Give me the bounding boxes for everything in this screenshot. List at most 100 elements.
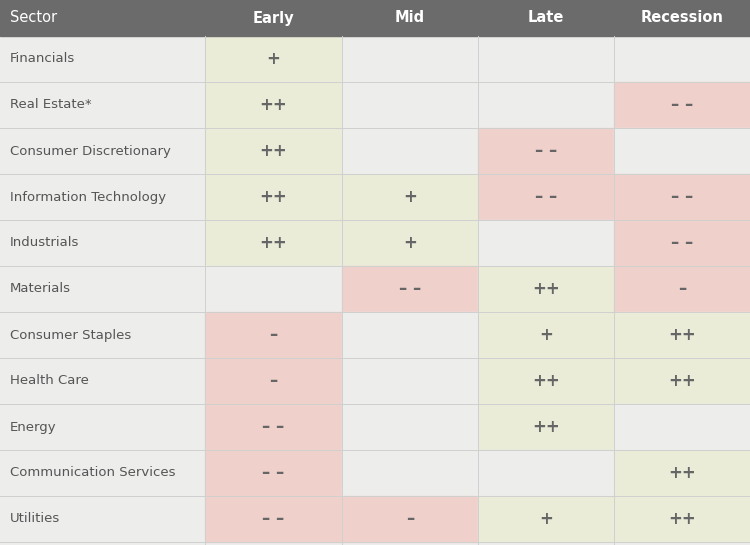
Text: – –: – – xyxy=(262,464,285,482)
Bar xyxy=(614,36,750,82)
Bar xyxy=(342,496,478,542)
Text: Recession: Recession xyxy=(640,10,724,26)
Bar xyxy=(478,0,614,36)
Bar xyxy=(0,0,205,36)
Bar xyxy=(342,36,478,82)
Bar xyxy=(205,404,342,450)
Bar xyxy=(0,312,205,358)
Bar xyxy=(478,450,614,496)
Text: –: – xyxy=(269,326,278,344)
Text: ++: ++ xyxy=(260,142,287,160)
Text: ++: ++ xyxy=(668,464,696,482)
Text: Sector: Sector xyxy=(10,10,57,26)
Text: Mid: Mid xyxy=(395,10,425,26)
Bar xyxy=(205,220,342,266)
Bar xyxy=(478,220,614,266)
Bar xyxy=(205,82,342,128)
Bar xyxy=(478,496,614,542)
Text: – –: – – xyxy=(535,142,557,160)
Text: Information Technology: Information Technology xyxy=(10,191,166,203)
Bar xyxy=(342,82,478,128)
Text: –: – xyxy=(406,510,414,528)
Text: Financials: Financials xyxy=(10,52,75,65)
Bar xyxy=(0,174,205,220)
Bar xyxy=(614,404,750,450)
Text: Late: Late xyxy=(528,10,564,26)
Bar xyxy=(205,496,342,542)
Bar xyxy=(478,82,614,128)
Bar xyxy=(0,266,205,312)
Text: Communication Services: Communication Services xyxy=(10,467,176,480)
Bar xyxy=(342,358,478,404)
Bar xyxy=(478,174,614,220)
Text: ++: ++ xyxy=(532,280,560,298)
Text: –: – xyxy=(269,372,278,390)
Bar xyxy=(614,82,750,128)
Bar xyxy=(0,496,205,542)
Text: Consumer Discretionary: Consumer Discretionary xyxy=(10,144,171,158)
Text: ++: ++ xyxy=(668,510,696,528)
Text: – –: – – xyxy=(670,96,693,114)
Text: Real Estate*: Real Estate* xyxy=(10,99,92,112)
Bar xyxy=(614,220,750,266)
Bar xyxy=(478,128,614,174)
Text: ++: ++ xyxy=(532,418,560,436)
Text: Materials: Materials xyxy=(10,282,71,295)
Text: Energy: Energy xyxy=(10,421,57,433)
Bar xyxy=(205,450,342,496)
Bar xyxy=(478,358,614,404)
Bar xyxy=(0,404,205,450)
Bar xyxy=(614,174,750,220)
Text: ++: ++ xyxy=(260,96,287,114)
Bar xyxy=(342,266,478,312)
Bar xyxy=(205,174,342,220)
Text: Early: Early xyxy=(253,10,294,26)
Text: Health Care: Health Care xyxy=(10,374,88,387)
Bar xyxy=(342,0,478,36)
Text: +: + xyxy=(539,326,553,344)
Text: ++: ++ xyxy=(668,372,696,390)
Bar xyxy=(205,312,342,358)
Text: Utilities: Utilities xyxy=(10,512,60,525)
Text: – –: – – xyxy=(399,280,422,298)
Text: Industrials: Industrials xyxy=(10,237,80,250)
Bar xyxy=(0,36,205,82)
Bar xyxy=(0,450,205,496)
Bar xyxy=(478,36,614,82)
Text: – –: – – xyxy=(262,418,285,436)
Bar xyxy=(342,404,478,450)
Bar xyxy=(342,220,478,266)
Bar xyxy=(0,82,205,128)
Bar xyxy=(342,174,478,220)
Text: – –: – – xyxy=(670,188,693,206)
Text: +: + xyxy=(539,510,553,528)
Text: +: + xyxy=(403,188,417,206)
Bar xyxy=(205,266,342,312)
Bar xyxy=(614,128,750,174)
Bar xyxy=(0,220,205,266)
Bar xyxy=(614,496,750,542)
Text: – –: – – xyxy=(535,188,557,206)
Bar xyxy=(205,358,342,404)
Text: –: – xyxy=(678,280,686,298)
Text: Consumer Staples: Consumer Staples xyxy=(10,329,131,342)
Bar xyxy=(0,358,205,404)
Text: ++: ++ xyxy=(532,372,560,390)
Text: ++: ++ xyxy=(260,188,287,206)
Bar xyxy=(205,36,342,82)
Bar xyxy=(478,404,614,450)
Bar xyxy=(342,128,478,174)
Bar xyxy=(205,0,342,36)
Bar xyxy=(478,266,614,312)
Bar xyxy=(205,128,342,174)
Bar xyxy=(478,312,614,358)
Bar xyxy=(614,0,750,36)
Bar xyxy=(614,266,750,312)
Bar xyxy=(614,358,750,404)
Bar xyxy=(0,128,205,174)
Text: ++: ++ xyxy=(668,326,696,344)
Bar xyxy=(342,312,478,358)
Bar xyxy=(614,312,750,358)
Text: – –: – – xyxy=(262,510,285,528)
Bar xyxy=(614,450,750,496)
